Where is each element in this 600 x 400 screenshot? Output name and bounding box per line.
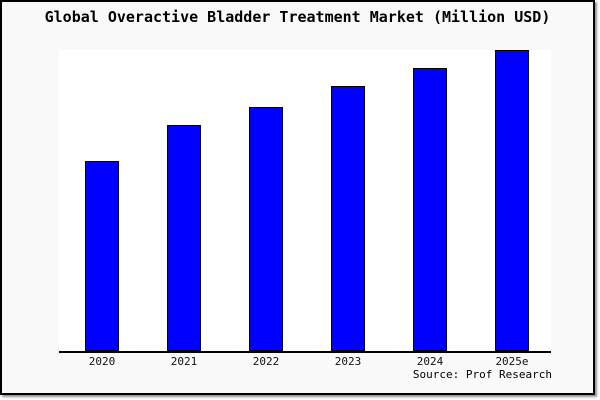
bar-2024 — [413, 68, 447, 351]
x-tick-label-2024: 2024 — [416, 355, 444, 368]
x-tick-label-2021: 2021 — [170, 355, 198, 368]
x-axis-labels: 2020 2021 2022 2023 2024 2025e — [59, 355, 551, 369]
x-tick-label-2022: 2022 — [252, 355, 280, 368]
x-tick-label-2025e: 2025e — [495, 355, 529, 368]
chart-title: Global Overactive Bladder Treatment Mark… — [44, 8, 551, 26]
bar-2020 — [85, 161, 119, 351]
x-tick-label-2020: 2020 — [88, 355, 116, 368]
bar-2022 — [249, 107, 283, 351]
x-tick-label-2023: 2023 — [334, 355, 362, 368]
bar-2023 — [331, 86, 365, 351]
plot-area — [59, 50, 551, 353]
source-credit: Source: Prof Research — [412, 368, 552, 381]
bar-2025e — [495, 50, 529, 351]
bar-2021 — [167, 125, 201, 351]
chart-frame: Global Overactive Bladder Treatment Mark… — [0, 0, 595, 395]
